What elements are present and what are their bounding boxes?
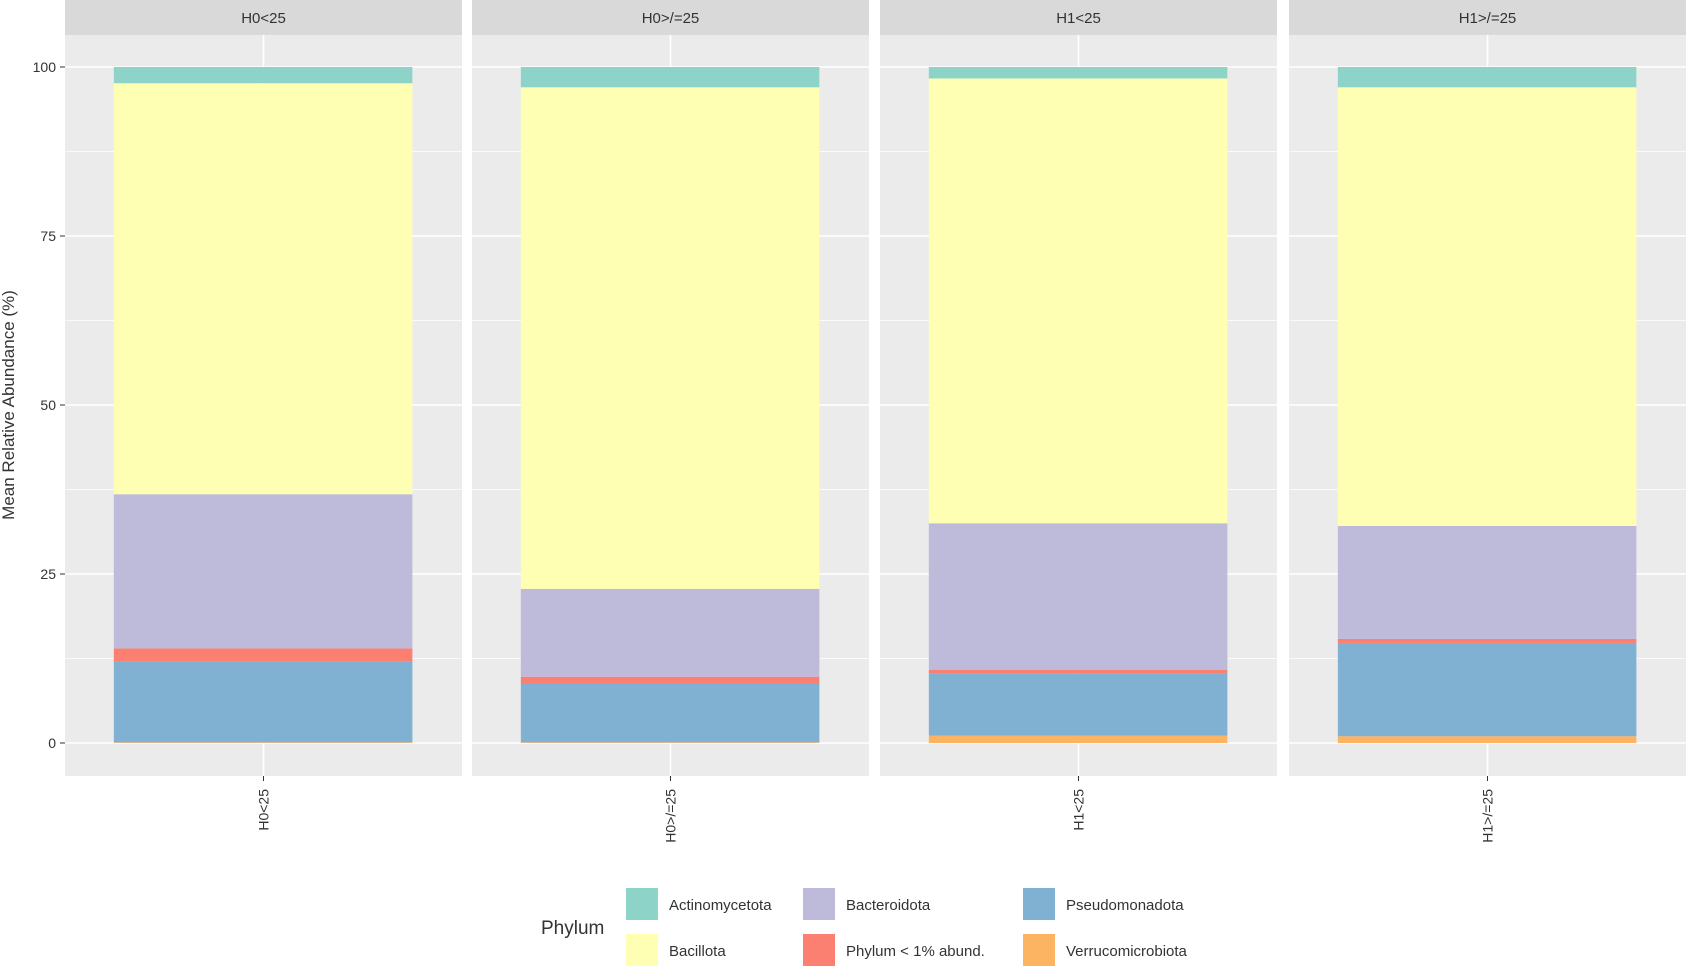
- legend-key: [626, 888, 658, 920]
- x-tick-label: H1<25: [1071, 789, 1087, 831]
- y-tick-label: 25: [40, 566, 56, 582]
- bar-segment-verrucomicrobiota: [1337, 736, 1637, 743]
- legend-key: [803, 888, 835, 920]
- bar-segment-bacillota: [113, 83, 413, 495]
- bar-segment-bacteroidota: [113, 494, 413, 649]
- legend-key: [626, 934, 658, 966]
- y-tick-label: 0: [48, 735, 56, 751]
- legend: Phylum Actinomycetota Bacillota Bacteroido…: [541, 888, 1188, 966]
- bar-segment-bacteroidota: [928, 523, 1228, 670]
- y-tick-label: 100: [33, 59, 57, 75]
- y-tick-label: 50: [40, 397, 56, 413]
- legend-key: [1023, 934, 1055, 966]
- legend-label: Actinomycetota: [669, 897, 772, 914]
- legend-title: Phylum: [541, 918, 604, 939]
- legend-label: Bacillota: [669, 943, 726, 960]
- bar-segment-actinomycetota: [928, 67, 1228, 79]
- facet-label: H0>/=25: [642, 10, 700, 27]
- bar-segment-bacillota: [928, 78, 1228, 524]
- facet-panel: H0>/=25 H0>/=25: [472, 0, 869, 843]
- bar-segment-phylum-1-abund-: [928, 669, 1228, 674]
- bar-segment-bacillota: [520, 87, 820, 589]
- y-tick-label: 75: [40, 228, 56, 244]
- bar-segment-phylum-1-abund-: [520, 676, 820, 684]
- legend-label: Phylum < 1% abund.: [846, 943, 985, 960]
- facet-panel: H1>/=25 H1>/=25: [1289, 0, 1686, 843]
- bar-segment-phylum-1-abund-: [1337, 638, 1637, 643]
- bar-segment-pseudomonadota: [928, 673, 1228, 736]
- legend-key: [1023, 888, 1055, 920]
- x-tick-label: H1>/=25: [1480, 789, 1496, 843]
- facet-label: H1>/=25: [1459, 10, 1517, 27]
- legend-label: Verrucomicrobiota: [1066, 943, 1188, 960]
- bar-segment-verrucomicrobiota: [520, 742, 820, 743]
- facet-strip: [1289, 0, 1686, 35]
- facet-label: H1<25: [1056, 10, 1101, 27]
- legend-key: [803, 934, 835, 966]
- bar-segment-verrucomicrobiota: [928, 735, 1228, 743]
- facet-strip: [65, 0, 462, 35]
- bar-segment-pseudomonadota: [1337, 642, 1637, 737]
- facet-panel: H1<25 H1<25: [880, 0, 1277, 831]
- bar-segment-bacteroidota: [1337, 526, 1637, 639]
- facet-strip: [880, 0, 1277, 35]
- bar-segment-pseudomonadota: [113, 661, 413, 743]
- facet-label: H0<25: [241, 10, 286, 27]
- legend-label: Pseudomonadota: [1066, 897, 1184, 914]
- bar-segment-pseudomonadota: [520, 683, 820, 743]
- y-axis-label: Mean Relative Abundance (%): [0, 290, 18, 520]
- bar-segment-phylum-1-abund-: [113, 648, 413, 662]
- bar-segment-bacillota: [1337, 87, 1637, 527]
- bar-segment-actinomycetota: [113, 67, 413, 84]
- bar-segment-verrucomicrobiota: [113, 742, 413, 743]
- legend-label: Bacteroidota: [846, 897, 931, 914]
- bar-segment-actinomycetota: [1337, 67, 1637, 88]
- facet-panel: H0<25 H0<25: [65, 0, 462, 831]
- x-tick-label: H0>/=25: [663, 789, 679, 843]
- bar-segment-bacteroidota: [520, 588, 820, 677]
- x-tick-label: H0<25: [256, 789, 272, 831]
- bar-segment-actinomycetota: [520, 67, 820, 88]
- facet-strip: [472, 0, 869, 35]
